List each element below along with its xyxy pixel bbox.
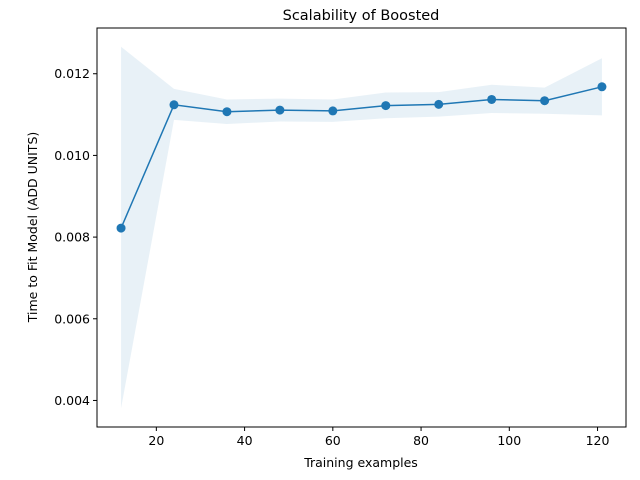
- data-point: [434, 99, 444, 109]
- data-point: [275, 105, 285, 115]
- data-point: [328, 106, 338, 116]
- chart-title: Scalability of Boosted: [283, 8, 440, 24]
- data-point: [169, 100, 179, 110]
- y-tick-label: 0.006: [54, 311, 90, 326]
- y-tick-label: 0.010: [54, 148, 90, 163]
- data-point: [597, 82, 607, 92]
- data-point: [116, 223, 126, 233]
- x-tick-label: 60: [325, 433, 341, 448]
- x-tick-label: 100: [497, 433, 521, 448]
- plot-area: [116, 46, 607, 409]
- y-axis: 0.004 0.006 0.008 0.010 0.012: [54, 66, 97, 408]
- data-point: [381, 101, 391, 111]
- x-tick-label: 20: [148, 433, 164, 448]
- plot-frame: [96, 27, 627, 428]
- data-point: [487, 94, 497, 104]
- x-axis: 20 40 60 80 100 120: [148, 427, 610, 448]
- confidence-band: [121, 46, 602, 409]
- y-tick-label: 0.008: [54, 230, 90, 245]
- x-tick-label: 40: [237, 433, 253, 448]
- y-axis-label: Time to Fit Model (ADD UNITS): [25, 132, 40, 324]
- series-line: [120, 86, 603, 229]
- y-tick-label: 0.004: [54, 393, 90, 408]
- x-axis-label: Training examples: [303, 455, 418, 470]
- x-tick-label: 120: [586, 433, 610, 448]
- x-tick-label: 80: [413, 433, 429, 448]
- data-point: [222, 107, 232, 117]
- y-tick-label: 0.012: [54, 66, 90, 81]
- data-point: [540, 96, 550, 106]
